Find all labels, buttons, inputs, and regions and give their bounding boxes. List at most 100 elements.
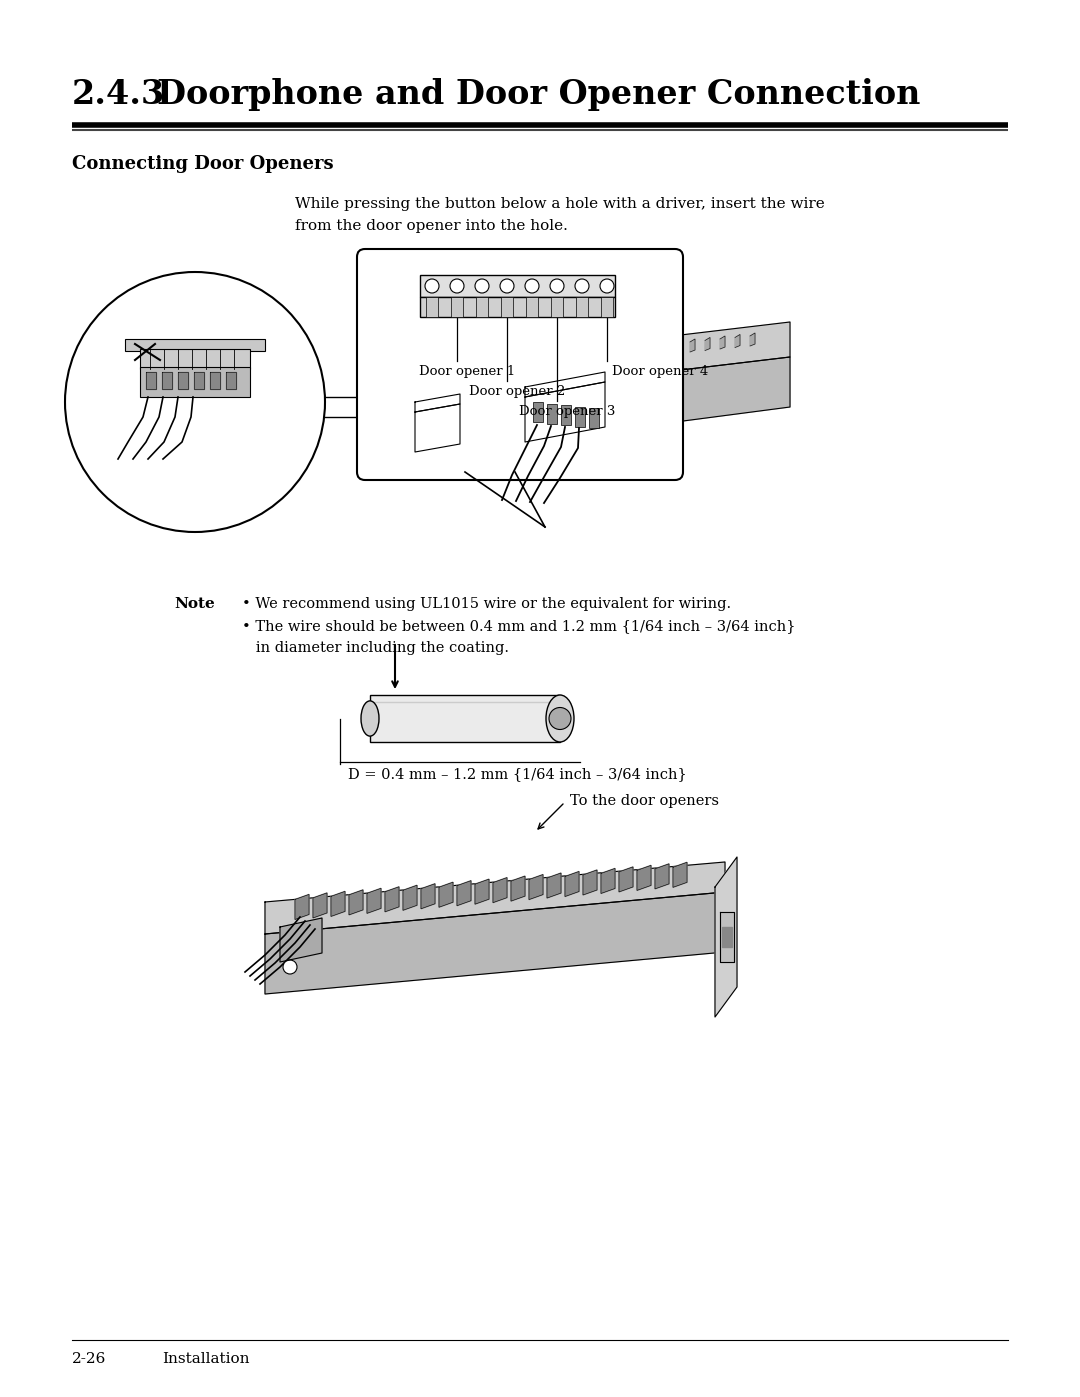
- Polygon shape: [265, 862, 725, 935]
- Circle shape: [450, 279, 464, 293]
- Polygon shape: [194, 372, 204, 388]
- Polygon shape: [735, 334, 740, 348]
- Polygon shape: [265, 893, 725, 995]
- Polygon shape: [720, 337, 725, 349]
- Text: 2.4.3: 2.4.3: [72, 78, 165, 110]
- Polygon shape: [370, 358, 789, 462]
- Polygon shape: [465, 362, 470, 374]
- Polygon shape: [146, 372, 156, 388]
- Polygon shape: [438, 883, 453, 907]
- Text: from the door opener into the hole.: from the door opener into the hole.: [295, 219, 568, 233]
- Polygon shape: [570, 351, 575, 365]
- Bar: [534, 402, 543, 422]
- Text: Doorphone and Door Opener Connection: Doorphone and Door Opener Connection: [157, 78, 920, 110]
- Polygon shape: [585, 349, 590, 362]
- Polygon shape: [492, 877, 507, 902]
- Bar: [575, 407, 585, 426]
- Bar: [576, 298, 588, 317]
- Polygon shape: [525, 372, 605, 397]
- Polygon shape: [525, 381, 605, 441]
- Bar: [546, 404, 557, 423]
- Polygon shape: [367, 888, 381, 914]
- Text: Installation: Installation: [162, 1352, 249, 1366]
- Circle shape: [426, 279, 438, 293]
- Bar: [140, 349, 249, 369]
- Polygon shape: [465, 472, 545, 527]
- Polygon shape: [390, 369, 395, 381]
- Circle shape: [575, 279, 589, 293]
- Circle shape: [283, 960, 297, 974]
- Text: • We recommend using UL1015 wire or the equivalent for wiring.: • We recommend using UL1015 wire or the …: [242, 597, 731, 610]
- Circle shape: [475, 279, 489, 293]
- Ellipse shape: [546, 694, 573, 742]
- Polygon shape: [370, 321, 789, 407]
- Text: Door opener 4: Door opener 4: [612, 365, 708, 379]
- Text: Door opener 2: Door opener 2: [469, 386, 565, 398]
- Text: Note: Note: [174, 597, 215, 610]
- Polygon shape: [720, 912, 734, 963]
- Bar: [551, 298, 563, 317]
- Polygon shape: [280, 918, 322, 963]
- Circle shape: [549, 707, 571, 729]
- Text: Connecting Door Openers: Connecting Door Openers: [72, 155, 334, 173]
- Bar: [600, 298, 613, 317]
- Polygon shape: [600, 348, 605, 360]
- Bar: [561, 405, 571, 425]
- Text: While pressing the button below a hole with a driver, insert the wire: While pressing the button below a hole w…: [295, 197, 825, 211]
- Bar: [420, 298, 615, 317]
- Polygon shape: [546, 873, 561, 898]
- Polygon shape: [421, 884, 435, 908]
- Circle shape: [65, 272, 325, 532]
- Text: D = 0.4 mm – 1.2 mm {1/64 inch – 3/64 inch}: D = 0.4 mm – 1.2 mm {1/64 inch – 3/64 in…: [348, 767, 687, 781]
- Bar: [526, 298, 538, 317]
- Polygon shape: [690, 339, 696, 352]
- Polygon shape: [583, 870, 597, 895]
- Polygon shape: [403, 886, 417, 911]
- Polygon shape: [435, 365, 440, 377]
- Polygon shape: [510, 358, 515, 370]
- Polygon shape: [330, 891, 345, 916]
- Polygon shape: [645, 344, 650, 356]
- Bar: [420, 275, 615, 298]
- Polygon shape: [226, 372, 237, 388]
- Circle shape: [550, 279, 564, 293]
- Polygon shape: [630, 345, 635, 358]
- Polygon shape: [750, 332, 755, 346]
- Text: Door opener 3: Door opener 3: [519, 405, 616, 418]
- Polygon shape: [654, 863, 669, 888]
- Polygon shape: [660, 342, 665, 355]
- Bar: [476, 298, 488, 317]
- Polygon shape: [525, 355, 530, 369]
- Text: Door opener 1: Door opener 1: [419, 365, 515, 379]
- Polygon shape: [162, 372, 172, 388]
- Polygon shape: [600, 869, 615, 894]
- Polygon shape: [415, 404, 460, 453]
- Polygon shape: [723, 928, 732, 947]
- Polygon shape: [715, 856, 737, 1017]
- Polygon shape: [178, 372, 188, 388]
- Polygon shape: [349, 890, 363, 915]
- Bar: [370, 694, 561, 742]
- Bar: [140, 367, 249, 397]
- Polygon shape: [565, 872, 579, 897]
- Polygon shape: [495, 359, 500, 372]
- Polygon shape: [475, 879, 489, 904]
- Polygon shape: [457, 880, 471, 905]
- Bar: [125, 339, 265, 351]
- Text: To the door openers: To the door openers: [570, 793, 719, 807]
- Polygon shape: [384, 887, 399, 912]
- Polygon shape: [619, 868, 633, 891]
- Bar: [451, 298, 463, 317]
- Text: in diameter including the coating.: in diameter including the coating.: [242, 641, 509, 655]
- Polygon shape: [313, 893, 327, 918]
- Polygon shape: [555, 352, 561, 366]
- Bar: [501, 298, 513, 317]
- Polygon shape: [480, 360, 485, 373]
- Ellipse shape: [361, 701, 379, 736]
- Polygon shape: [405, 367, 410, 380]
- FancyBboxPatch shape: [357, 249, 683, 481]
- Circle shape: [600, 279, 615, 293]
- Polygon shape: [540, 353, 545, 367]
- Bar: [589, 408, 599, 427]
- Polygon shape: [450, 363, 455, 376]
